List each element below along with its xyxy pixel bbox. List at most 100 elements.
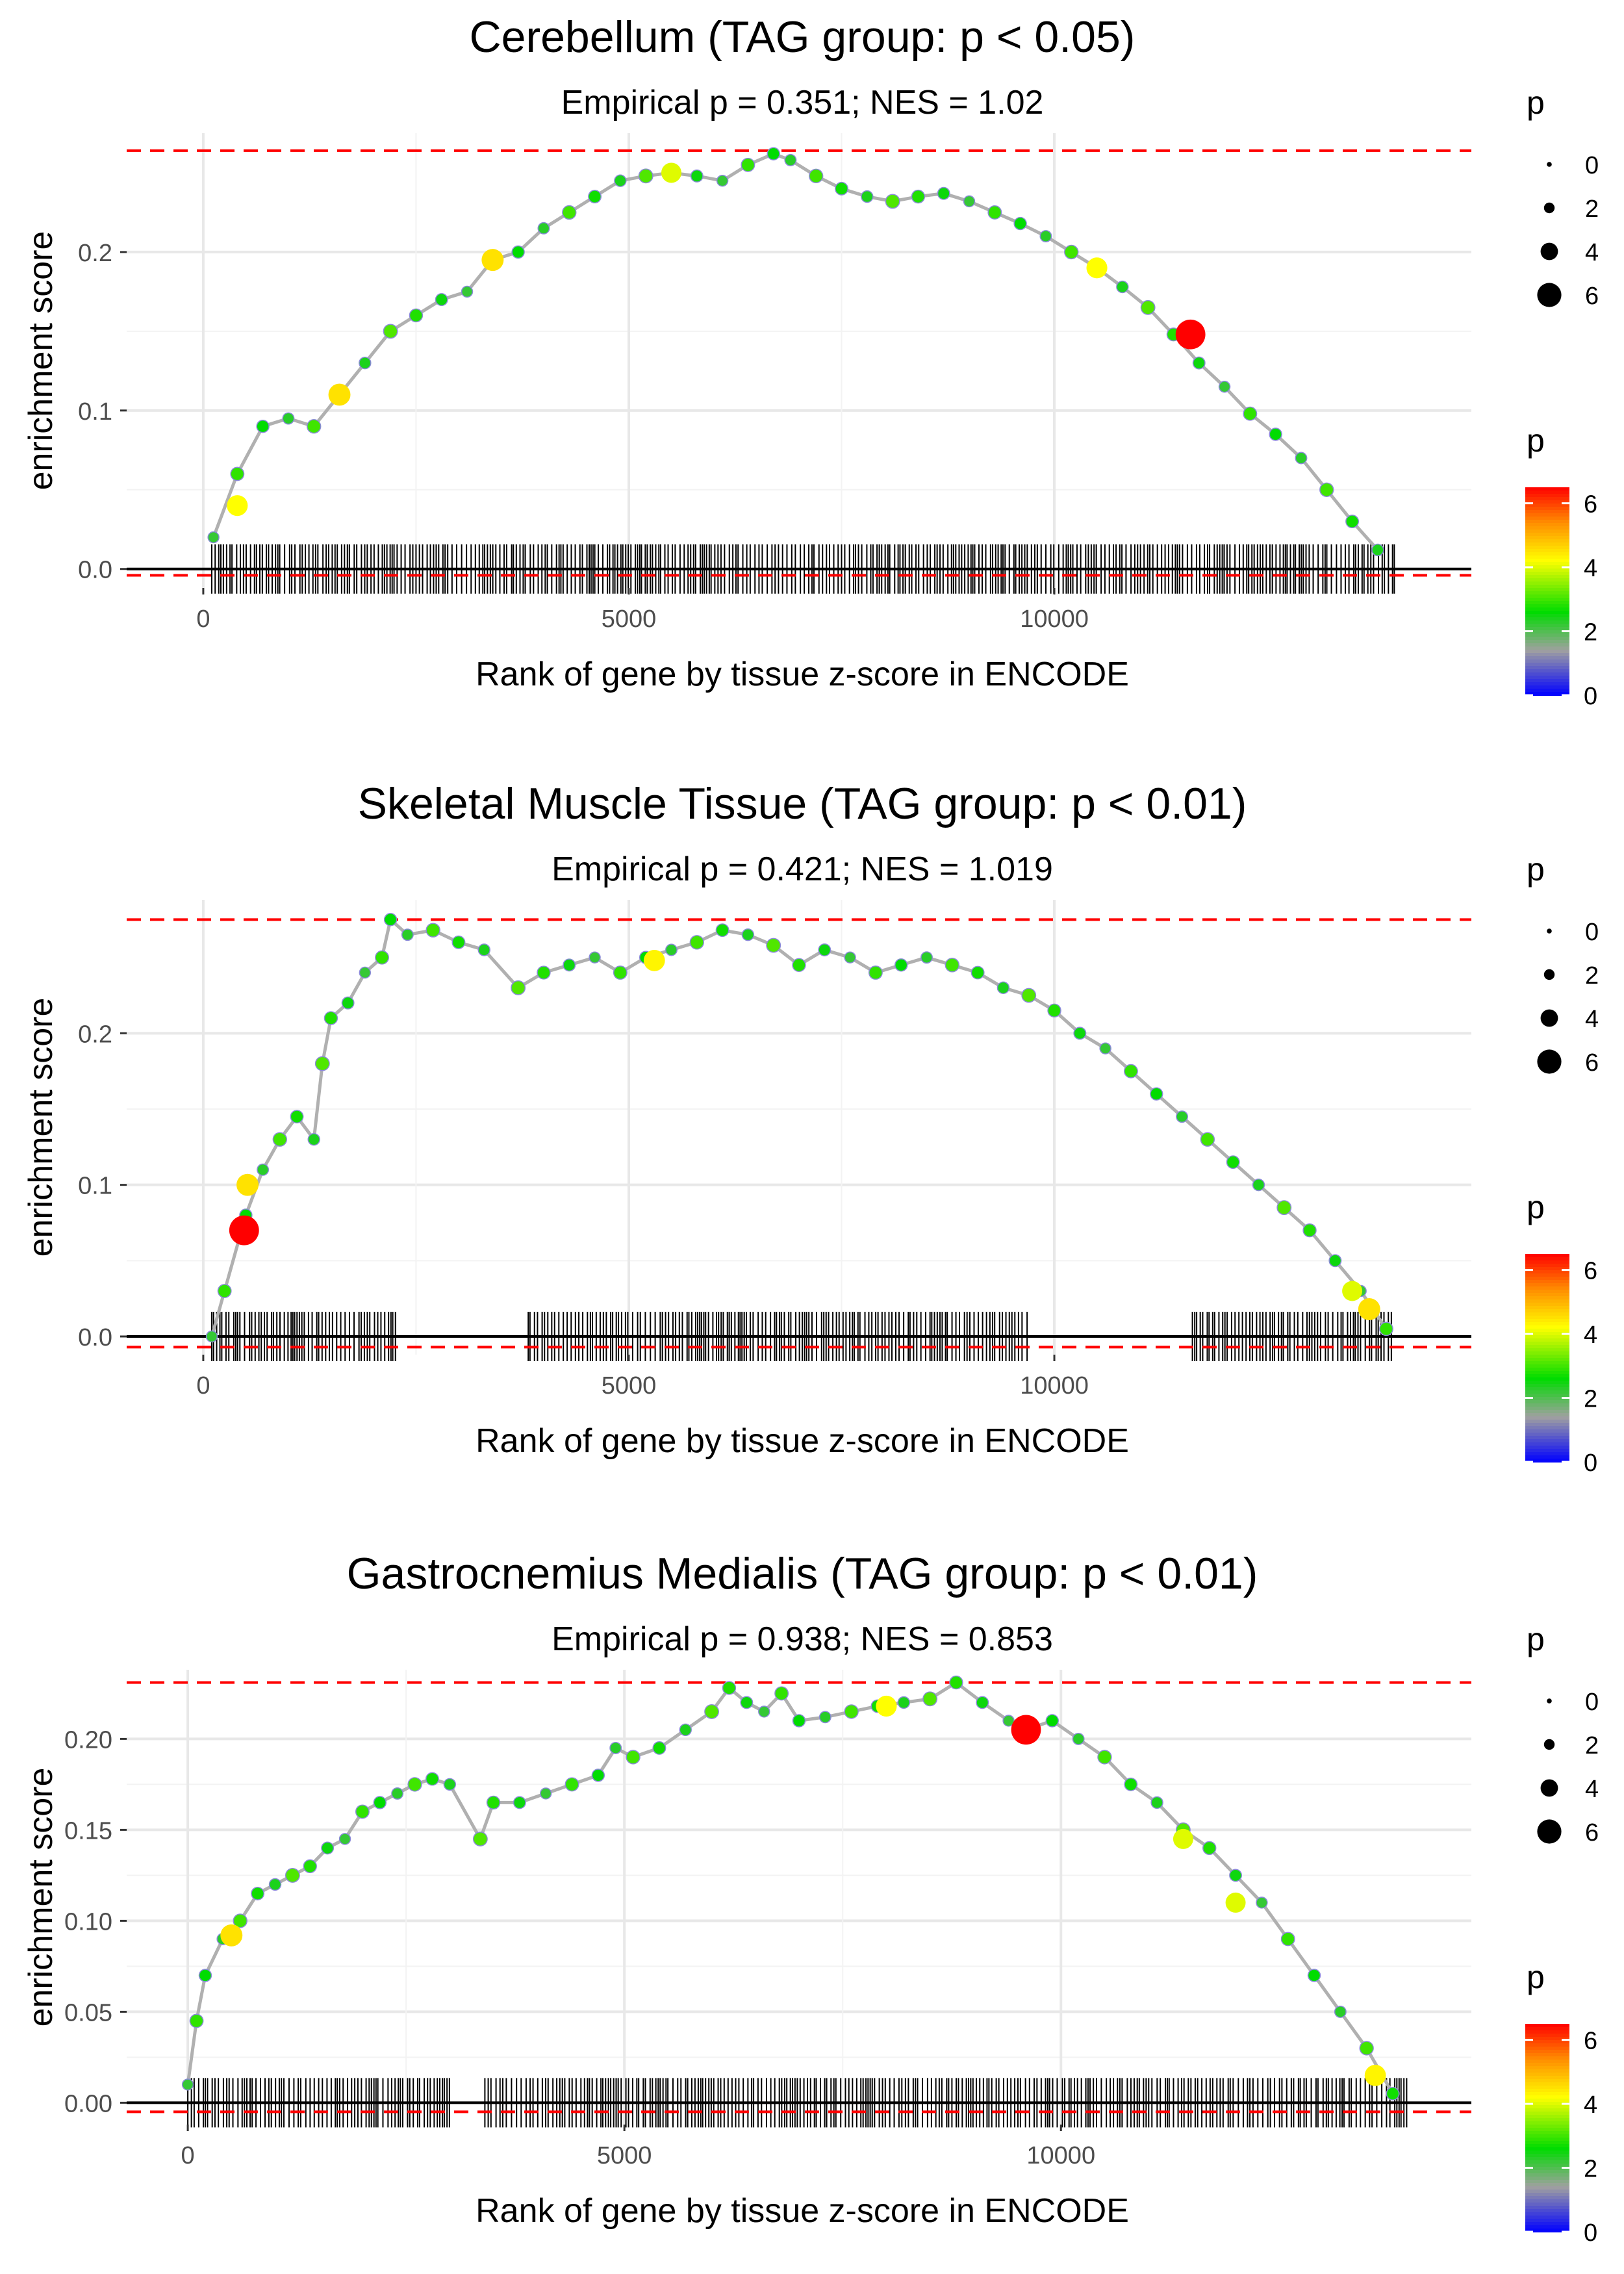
color-legend-segment bbox=[1525, 1280, 1569, 1284]
color-legend-label: 2 bbox=[1584, 2156, 1597, 2183]
color-legend-segment bbox=[1525, 1329, 1569, 1333]
color-legend-segment bbox=[1525, 1407, 1569, 1411]
gene-point bbox=[539, 1787, 552, 1800]
gene-point bbox=[690, 169, 704, 183]
x-tick-label: 0 bbox=[196, 606, 210, 633]
gene-point bbox=[189, 2013, 204, 2028]
gene-point bbox=[792, 1714, 806, 1728]
chart-title: Cerebellum (TAG group: p < 0.05) bbox=[470, 12, 1136, 62]
gene-point bbox=[401, 928, 414, 941]
gene-point bbox=[1252, 1178, 1265, 1192]
gene-point bbox=[1295, 452, 1308, 465]
color-legend-segment bbox=[1525, 2105, 1569, 2109]
gene-point bbox=[588, 190, 602, 203]
gene-point bbox=[679, 1723, 692, 1737]
color-legend-label: 4 bbox=[1584, 1322, 1597, 1349]
gene-point bbox=[818, 1711, 831, 1724]
color-legend-segment bbox=[1525, 1426, 1569, 1430]
color-legend-segment bbox=[1525, 2177, 1569, 2180]
color-legend-segment bbox=[1525, 572, 1569, 576]
color-legend-segment bbox=[1525, 2108, 1569, 2112]
chart-subtitle: Empirical p = 0.351; NES = 1.02 bbox=[561, 84, 1044, 121]
gene-point bbox=[689, 935, 704, 950]
color-legend-segment bbox=[1525, 536, 1569, 540]
color-legend-segment bbox=[1525, 1325, 1569, 1329]
color-legend-segment bbox=[1525, 2212, 1569, 2216]
color-legend-segment bbox=[1525, 672, 1569, 676]
size-legend-dot bbox=[1540, 1779, 1558, 1797]
gene-point bbox=[792, 958, 806, 973]
gene-point bbox=[897, 1696, 910, 1709]
color-legend-segment bbox=[1525, 614, 1569, 618]
gene-point bbox=[511, 245, 525, 259]
gene-point bbox=[1269, 428, 1282, 441]
gene-point bbox=[652, 1741, 666, 1755]
color-legend-label: 4 bbox=[1584, 555, 1597, 582]
size-legend-dot bbox=[1540, 1009, 1558, 1027]
color-legend-segment bbox=[1525, 659, 1569, 663]
gene-point bbox=[1097, 1750, 1112, 1765]
color-legend-segment bbox=[1525, 520, 1569, 524]
color-legend-segment bbox=[1525, 1299, 1569, 1303]
color-legend-segment bbox=[1525, 2203, 1569, 2206]
color-legend-segment bbox=[1525, 539, 1569, 543]
chart-panel-1: Cerebellum (TAG group: p < 0.05) Empirica… bbox=[22, 12, 1599, 710]
color-legend-segment bbox=[1525, 559, 1569, 563]
color-legend-segment bbox=[1525, 1390, 1569, 1394]
color-legend-segment bbox=[1525, 2079, 1569, 2083]
gene-point bbox=[1334, 2005, 1347, 2018]
color-legend-segment bbox=[1525, 2196, 1569, 2200]
gene-point bbox=[614, 174, 627, 187]
highlight-point bbox=[1086, 257, 1108, 279]
gene-point bbox=[565, 1777, 579, 1792]
gene-point bbox=[207, 531, 220, 544]
gene-point bbox=[741, 928, 755, 941]
color-legend-segment bbox=[1525, 2170, 1569, 2174]
gene-point bbox=[1073, 1027, 1087, 1040]
color-legend-segment bbox=[1525, 646, 1569, 650]
color-legend-segment bbox=[1525, 637, 1569, 641]
highlight-point bbox=[1225, 1892, 1246, 1913]
color-legend-label: 0 bbox=[1584, 683, 1597, 710]
gene-point bbox=[256, 420, 270, 433]
gene-point bbox=[1328, 1254, 1342, 1268]
color-legend-segment bbox=[1525, 2066, 1569, 2070]
gene-point bbox=[1200, 1132, 1215, 1147]
color-legend-segment bbox=[1525, 1446, 1569, 1450]
color-legend-segment bbox=[1525, 2167, 1569, 2171]
color-legend-segment bbox=[1525, 1455, 1569, 1459]
gene-point bbox=[722, 1681, 737, 1695]
color-legend-segment bbox=[1525, 552, 1569, 556]
color-legend-segment bbox=[1525, 2134, 1569, 2138]
color-legend-segment bbox=[1525, 620, 1569, 624]
chart-subtitle: Empirical p = 0.421; NES = 1.019 bbox=[552, 850, 1053, 888]
color-legend-segment bbox=[1525, 2180, 1569, 2184]
color-legend-segment bbox=[1525, 526, 1569, 530]
gene-point bbox=[911, 189, 926, 204]
color-legend-segment bbox=[1525, 1338, 1569, 1342]
gene-point bbox=[461, 285, 474, 298]
gene-point bbox=[818, 943, 831, 956]
gene-point bbox=[922, 1691, 938, 1707]
x-tick-label: 5000 bbox=[602, 1372, 657, 1399]
gene-point bbox=[835, 181, 848, 196]
color-legend-segment bbox=[1525, 1416, 1569, 1420]
color-legend-segment bbox=[1525, 1403, 1569, 1407]
color-legend-segment bbox=[1525, 1364, 1569, 1368]
color-legend-segment bbox=[1525, 630, 1569, 634]
color-legend-segment bbox=[1525, 2141, 1569, 2145]
gene-point bbox=[1229, 1869, 1243, 1882]
gene-point bbox=[435, 293, 448, 307]
color-legend-segment bbox=[1525, 1283, 1569, 1287]
size-legend-dot bbox=[1537, 283, 1562, 307]
x-tick-label: 10000 bbox=[1026, 2142, 1095, 2169]
color-legend-segment bbox=[1525, 1319, 1569, 1323]
highlight-point bbox=[227, 495, 248, 517]
color-legend-segment bbox=[1525, 1394, 1569, 1398]
chart-title: Skeletal Muscle Tissue (TAG group: p < 0… bbox=[358, 779, 1247, 828]
size-legend-label: 4 bbox=[1585, 1776, 1599, 1803]
color-legend-segment bbox=[1525, 1335, 1569, 1339]
color-legend-segment bbox=[1525, 1459, 1569, 1463]
gene-point bbox=[303, 1859, 317, 1874]
color-legend-segment bbox=[1525, 1423, 1569, 1427]
